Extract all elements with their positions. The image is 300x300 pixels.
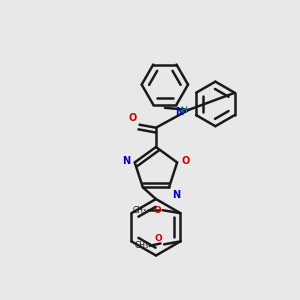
Text: H: H — [181, 106, 188, 115]
Text: O: O — [155, 234, 163, 243]
Text: CH₃: CH₃ — [133, 206, 147, 215]
Text: CH₃: CH₃ — [135, 242, 149, 250]
Text: O: O — [154, 206, 162, 215]
Text: O: O — [128, 113, 136, 123]
Text: O: O — [182, 156, 190, 166]
Text: N: N — [122, 156, 130, 166]
Text: N: N — [172, 190, 180, 200]
Text: N: N — [175, 107, 183, 117]
